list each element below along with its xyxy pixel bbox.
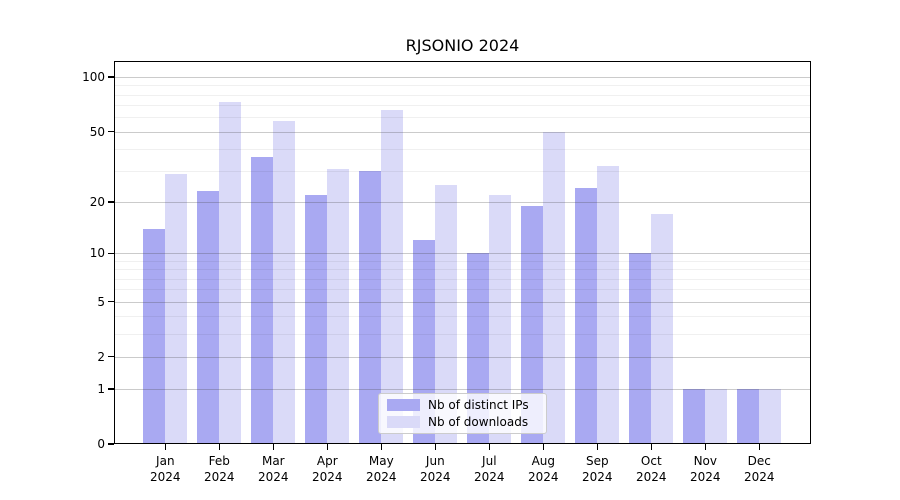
bars-layer — [114, 61, 811, 444]
gridline-major — [114, 388, 811, 390]
x-axis-tick-mark — [542, 444, 545, 450]
gridline-minor — [114, 269, 811, 271]
bar-distinct-ips-jan — [143, 228, 166, 444]
y-axis-tick-mark — [108, 76, 114, 78]
bar-downloads-feb — [219, 101, 242, 444]
y-axis-tick-label: 0 — [97, 437, 105, 451]
bar-distinct-ips-apr — [305, 194, 328, 444]
gridline-minor — [114, 278, 811, 280]
y-axis-tick-mark — [108, 201, 114, 203]
bar-distinct-ips-may — [359, 171, 382, 444]
x-axis-tick-label: Oct 2024 — [636, 454, 667, 484]
legend-label: Nb of distinct IPs — [428, 398, 529, 412]
x-axis-tick-label: May 2024 — [366, 454, 397, 484]
x-axis-tick-mark — [704, 444, 707, 450]
bar-downloads-may — [381, 109, 404, 444]
x-axis-tick-mark — [596, 444, 599, 450]
x-axis-tick-mark — [488, 444, 491, 450]
bar-downloads-aug — [543, 131, 566, 444]
bar-distinct-ips-dec — [737, 388, 760, 444]
bar-distinct-ips-sep — [575, 188, 598, 444]
y-axis-tick-label: 20 — [89, 195, 105, 210]
bar-downloads-jun — [435, 185, 458, 444]
x-axis-tick-mark — [650, 444, 653, 450]
bar-distinct-ips-nov — [683, 388, 706, 444]
x-axis-tick-label: Aug 2024 — [528, 454, 559, 484]
y-axis-tick-label: 2 — [97, 349, 105, 364]
bar-downloads-mar — [273, 121, 296, 444]
y-axis-tick-mark — [108, 355, 114, 358]
bar-downloads-nov — [705, 388, 728, 444]
gridline-major — [114, 202, 811, 204]
y-axis-tick-label: 10 — [89, 246, 105, 261]
x-axis-tick-mark — [164, 444, 167, 450]
legend-item: Nb of distinct IPs — [387, 398, 536, 412]
x-axis-tick-label: Jun 2024 — [420, 454, 451, 484]
x-axis-tick-label: Jan 2024 — [150, 454, 181, 484]
y-axis-tick-mark — [108, 130, 114, 133]
gridline-minor — [114, 316, 811, 318]
y-axis-tick-label: 100 — [82, 70, 105, 85]
gridline-minor — [114, 333, 811, 335]
bar-downloads-apr — [327, 168, 350, 444]
x-axis-tick-label: Jul 2024 — [474, 454, 505, 484]
y-axis-tick-label: 50 — [89, 124, 105, 139]
x-axis-tick-label: Dec 2024 — [744, 454, 775, 484]
gridlines-layer — [114, 61, 811, 444]
x-axis-tick-label: Mar 2024 — [258, 454, 289, 484]
gridline-major — [114, 253, 811, 255]
distinct-ips-legend-swatch — [387, 399, 420, 411]
x-axis-tick-label: Sep 2024 — [582, 454, 613, 484]
legend-label: Nb of downloads — [428, 415, 529, 429]
gridline-minor — [114, 171, 811, 173]
y-axis-tick-mark — [108, 388, 114, 390]
y-axis-tick-mark — [108, 252, 114, 255]
bar-downloads-jan — [165, 173, 188, 444]
x-axis-tick-label: Apr 2024 — [312, 454, 343, 484]
y-axis-tick-mark — [108, 300, 114, 303]
gridline-minor — [114, 117, 811, 119]
x-axis-tick-mark — [434, 444, 437, 450]
gridline-minor — [114, 94, 811, 96]
bar-downloads-sep — [597, 166, 620, 444]
x-axis-tick-label: Nov 2024 — [690, 454, 721, 484]
legend: Nb of distinct IPs Nb of downloads — [378, 393, 547, 434]
y-axis-tick-label: 1 — [97, 381, 105, 396]
bar-downloads-dec — [759, 388, 782, 444]
x-axis-tick-label: Feb 2024 — [204, 454, 235, 484]
bar-distinct-ips-feb — [197, 191, 220, 444]
bar-distinct-ips-oct — [629, 253, 652, 444]
bar-downloads-oct — [651, 214, 674, 444]
legend-item: Nb of downloads — [387, 415, 536, 429]
bar-distinct-ips-aug — [521, 205, 544, 444]
y-axis-tick-label: 5 — [97, 294, 105, 309]
x-axis-tick-mark — [272, 444, 275, 450]
gridline-minor — [114, 105, 811, 107]
gridline-minor — [114, 289, 811, 291]
gridline-major — [114, 356, 811, 358]
x-axis-tick-mark — [380, 444, 383, 450]
downloads-legend-swatch — [387, 416, 420, 428]
gridline-minor — [114, 148, 811, 150]
bar-downloads-jul — [489, 194, 512, 444]
gridline-major — [114, 77, 811, 79]
gridline-major — [114, 131, 811, 133]
gridline-minor — [114, 261, 811, 262]
plot-area: Nb of distinct IPs Nb of downloads — [114, 61, 811, 444]
y-axis-tick-mark — [108, 443, 114, 445]
bar-distinct-ips-mar — [251, 157, 274, 444]
gridline-major — [114, 301, 811, 303]
gridline-minor — [114, 85, 811, 87]
x-axis-tick-mark — [326, 444, 329, 450]
chart-title: RJSONIO 2024 — [405, 36, 520, 55]
x-axis-tick-mark — [758, 444, 761, 450]
x-axis-tick-mark — [218, 444, 221, 450]
